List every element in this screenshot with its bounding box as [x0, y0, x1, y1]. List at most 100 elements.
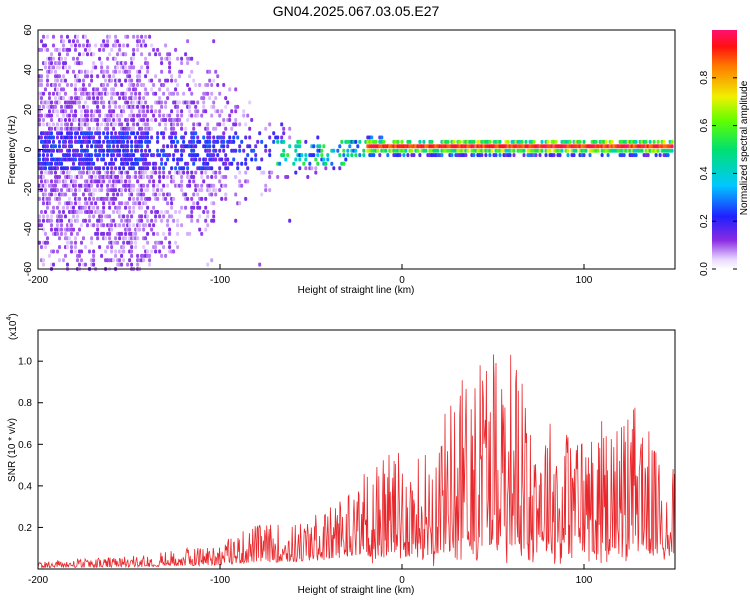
- spectrogram-cell: [130, 78, 134, 83]
- spectrogram-cell: [280, 135, 284, 140]
- spectrogram-cell: [168, 113, 172, 118]
- spectrogram-cell: [70, 104, 73, 109]
- bottom-x-tick-label: 0: [399, 575, 405, 586]
- spectrogram-cell: [314, 166, 318, 171]
- spectrogram-cell: [52, 65, 55, 70]
- spectrogram-cell: [96, 183, 100, 188]
- spectrogram-cell: [58, 61, 61, 66]
- spectrogram-cell: [92, 135, 96, 140]
- spectrogram-cell: [156, 183, 160, 188]
- spectrogram-cell: [132, 52, 136, 57]
- spectrogram-cell: [192, 139, 196, 144]
- spectrogram-cell: [156, 139, 160, 144]
- spectrogram-cell: [102, 83, 106, 87]
- spectrogram-cell: [164, 126, 168, 131]
- spectrogram-cell: [66, 205, 69, 210]
- spectrogram-cell: [58, 210, 61, 214]
- spectrogram-cell: [136, 179, 140, 184]
- spectrogram-cell: [100, 214, 104, 219]
- spectrogram-cell: [336, 148, 340, 153]
- spectrogram-cell: [136, 262, 140, 267]
- spectrogram-cell: [402, 153, 406, 158]
- spectrogram-cell: [268, 135, 272, 140]
- spectrogram-cell: [50, 126, 53, 131]
- spectrogram-cell: [132, 56, 136, 61]
- spectrogram-cell: [64, 253, 67, 258]
- spectrogram-cell: [136, 236, 140, 241]
- spectrogram-cell: [68, 113, 71, 118]
- spectrogram-cell: [74, 87, 77, 92]
- spectrogram-cell: [148, 161, 152, 166]
- spectrogram-cell: [174, 131, 178, 136]
- spectrogram-cell: [84, 218, 87, 223]
- spectrogram-cell: [134, 170, 138, 175]
- spectrogram-cell: [76, 34, 79, 39]
- spectrogram-cell: [170, 135, 174, 140]
- spectrogram-cell: [146, 122, 150, 127]
- spectrogram-cell: [216, 139, 220, 144]
- spectrogram-cell: [118, 153, 122, 158]
- spectrogram-cell: [162, 166, 166, 171]
- spectrogram-cell: [76, 231, 79, 236]
- spectrogram-cell: [78, 188, 81, 193]
- spectrogram-cell: [300, 153, 304, 158]
- spectrogram-cell: [108, 205, 112, 210]
- spectrogram-cell: [130, 249, 134, 254]
- spectrogram-cell: [110, 223, 114, 228]
- spectrogram-cell: [50, 227, 53, 232]
- spectrogram-cell: [488, 139, 492, 144]
- spectrogram-cell: [40, 96, 43, 101]
- spectrogram-cell: [40, 188, 43, 193]
- spectrogram-cell: [670, 139, 674, 144]
- spectrogram-cell: [140, 188, 144, 193]
- spectrogram-cell: [68, 153, 71, 158]
- spectrogram-cell: [108, 236, 112, 241]
- spectrogram-cell: [60, 161, 63, 166]
- spectrogram-cell: [320, 153, 324, 158]
- spectrogram-cell: [74, 91, 77, 96]
- spectrogram-cell: [102, 39, 106, 44]
- spectrogram-cell: [566, 153, 570, 158]
- spectrogram-cell: [162, 214, 166, 219]
- spectrogram-cell: [132, 153, 136, 158]
- spectrogram-cell: [50, 131, 53, 136]
- spectrogram-cell: [222, 83, 226, 87]
- spectrogram-cell: [258, 166, 262, 171]
- spectrogram-cell: [64, 118, 67, 122]
- spectrogram-cell: [202, 104, 206, 109]
- spectrogram-cell: [218, 148, 222, 153]
- spectrogram-cell: [376, 148, 380, 153]
- spectrogram-cell: [506, 139, 510, 144]
- spectrogram-cell: [140, 126, 144, 131]
- spectrogram-cell: [82, 104, 85, 109]
- spectrogram-cell: [94, 43, 98, 48]
- spectrogram-cell: [254, 153, 258, 158]
- spectrogram-cell: [92, 214, 96, 219]
- spectrogram-cell: [268, 153, 272, 158]
- spectrogram-cell: [158, 109, 162, 114]
- spectrogram-cell: [578, 139, 582, 144]
- spectrogram-cell: [64, 231, 67, 236]
- spectrogram-cell: [80, 223, 83, 228]
- spectrogram-cell: [68, 39, 71, 44]
- spectrogram-cell: [174, 144, 178, 149]
- spectrogram-cell: [38, 104, 41, 109]
- spectrogram-cell: [194, 144, 198, 149]
- spectrogram-cell: [96, 100, 100, 105]
- spectrogram-cell: [154, 161, 158, 166]
- spectrogram-cell: [114, 43, 118, 48]
- spectrogram-cell: [250, 118, 254, 122]
- spectrogram-cell: [494, 153, 498, 158]
- spectrogram-cell: [116, 65, 120, 70]
- spectrogram-cell: [246, 179, 250, 184]
- spectrogram-cell: [92, 96, 96, 101]
- spectrogram-cell: [144, 56, 148, 61]
- spectrogram-cell: [84, 100, 87, 105]
- spectrogram-cell: [238, 148, 242, 153]
- spectrogram-cell: [134, 231, 138, 236]
- spectrogram-cell: [172, 91, 176, 96]
- spectrogram-cell: [166, 218, 170, 223]
- spectrogram-cell: [210, 166, 214, 171]
- spectrogram-cell: [256, 139, 260, 144]
- spectrogram-cell: [38, 218, 41, 223]
